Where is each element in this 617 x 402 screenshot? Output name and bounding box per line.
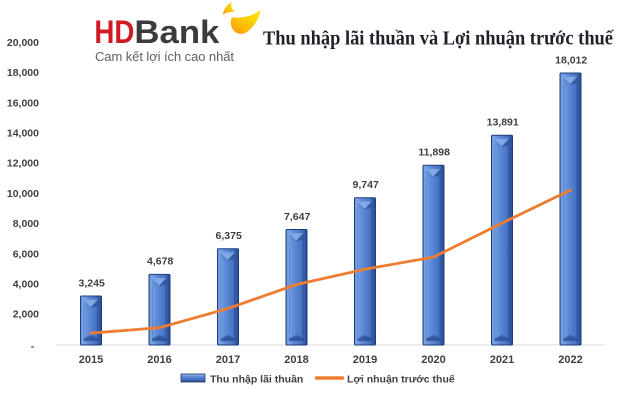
svg-text:HDBank: HDBank bbox=[94, 14, 219, 50]
svg-text:12,000: 12,000 bbox=[7, 158, 39, 170]
svg-text:4,000: 4,000 bbox=[13, 279, 39, 291]
svg-text:10,000: 10,000 bbox=[7, 188, 39, 200]
svg-text:6,375: 6,375 bbox=[216, 230, 242, 242]
svg-text:Cam kết lợi ích cao nhất: Cam kết lợi ích cao nhất bbox=[95, 49, 234, 64]
svg-text:2019: 2019 bbox=[353, 354, 377, 366]
svg-text:16,000: 16,000 bbox=[7, 97, 39, 109]
svg-text:6,000: 6,000 bbox=[13, 248, 39, 260]
svg-text:2022: 2022 bbox=[558, 354, 582, 366]
svg-text:-: - bbox=[31, 341, 35, 353]
svg-text:8,000: 8,000 bbox=[13, 218, 39, 230]
svg-text:Thu nhập lãi thuần và Lợi nhuậ: Thu nhập lãi thuần và Lợi nhuận trước th… bbox=[263, 28, 614, 50]
svg-text:13,891: 13,891 bbox=[487, 117, 519, 129]
svg-text:2016: 2016 bbox=[147, 354, 171, 366]
svg-text:Lợi nhuận trước thuế: Lợi nhuận trước thuế bbox=[347, 373, 455, 385]
svg-text:2017: 2017 bbox=[216, 354, 240, 366]
svg-text:11,898: 11,898 bbox=[418, 147, 450, 159]
svg-text:3,245: 3,245 bbox=[79, 277, 105, 289]
svg-text:18,012: 18,012 bbox=[555, 54, 587, 66]
svg-text:4,678: 4,678 bbox=[147, 256, 173, 268]
svg-text:20,000: 20,000 bbox=[7, 37, 39, 49]
svg-text:Thu nhập lãi thuần: Thu nhập lãi thuần bbox=[210, 373, 303, 385]
svg-text:2,000: 2,000 bbox=[13, 309, 39, 321]
svg-text:2018: 2018 bbox=[284, 354, 308, 366]
svg-text:2020: 2020 bbox=[421, 354, 445, 366]
svg-text:2021: 2021 bbox=[490, 354, 514, 366]
svg-text:2015: 2015 bbox=[79, 354, 103, 366]
svg-text:18,000: 18,000 bbox=[7, 67, 39, 79]
svg-text:14,000: 14,000 bbox=[7, 128, 39, 140]
svg-text:7,647: 7,647 bbox=[284, 211, 310, 223]
svg-text:9,747: 9,747 bbox=[353, 179, 379, 191]
